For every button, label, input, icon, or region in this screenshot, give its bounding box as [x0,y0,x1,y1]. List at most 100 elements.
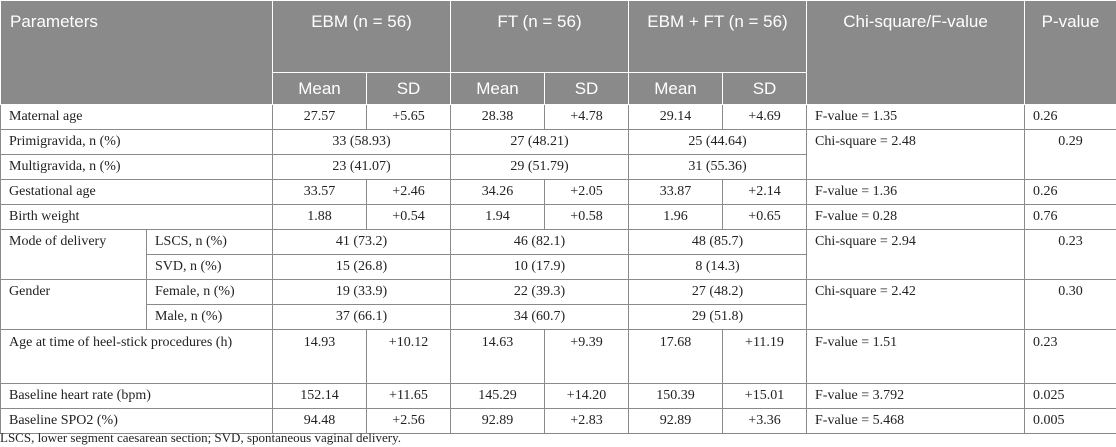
cell-value: 46 (82.1) [450,229,629,255]
cell-value: 48 (85.7) [628,229,807,255]
cell-statistic: F-value = 5.468 [806,408,1025,434]
row-label: Baseline heart rate (bpm) [0,383,273,409]
cell-value: +14.20 [544,383,629,409]
cell-value: 31 (55.36) [628,154,807,180]
table-row: Gestational age 33.57 +2.46 34.26 +2.05 … [0,179,1116,205]
cell-value: 25 (44.64) [628,129,807,155]
header-p-value: P-value [1024,0,1116,105]
table-row: SVD, n (%) 15 (26.8) 10 (17.9) 8 (14.3) [1,254,1116,280]
cell-p-value: 0.23 [1024,229,1116,280]
cell-value: +9.39 [544,329,629,384]
row-label: Mode of delivery [0,229,147,280]
table-row: Gender Female, n (%) 19 (33.9) 22 (39.3)… [0,279,1116,330]
cell-value: 8 (14.3) [628,254,807,280]
cell-value: +2.56 [366,408,451,434]
cell-p-value: 0.26 [1024,104,1116,130]
cell-value: 37 (66.1) [272,304,451,330]
cell-value: +5.65 [366,104,451,130]
table-row: Age at time of heel-stick procedures (h)… [0,329,1116,384]
cell-statistic: F-value = 0.28 [806,204,1025,230]
header-ft: FT (n = 56) [450,0,629,73]
cell-value: 29.14 [628,104,723,130]
table-footnote: LSCS, lower segment caesarean section; S… [0,430,401,445]
cell-value: +2.14 [722,179,807,205]
header-mean: Mean [272,72,367,105]
cell-statistic: F-value = 3.792 [806,383,1025,409]
header-ebm: EBM (n = 56) [272,0,451,73]
cell-value: +4.69 [722,104,807,130]
cell-value: 17.68 [628,329,723,384]
table-row: Mode of delivery LSCS, n (%) 41 (73.2) 4… [0,229,1116,280]
cell-p-value: 0.29 [1024,129,1116,180]
row-label: Gender [0,279,147,330]
cell-value: 33 (58.93) [272,129,451,155]
cell-value: +15.01 [722,383,807,409]
table-row: Baseline heart rate (bpm) 152.14 +11.65 … [0,383,1116,409]
cell-value: 1.88 [272,204,367,230]
row-sublabel: Female, n (%) [146,279,273,305]
cell-value: 19 (33.9) [272,279,451,305]
cell-statistic: F-value = 1.35 [806,104,1025,130]
cell-value: 27 (48.21) [450,129,629,155]
table-row: Primigravida, n (%) 33 (58.93) 27 (48.21… [0,129,1116,180]
header-mean: Mean [450,72,545,105]
row-sublabel: LSCS, n (%) [146,229,273,255]
table-row: Birth weight 1.88 +0.54 1.94 +0.58 1.96 … [0,204,1116,230]
header-ebm-ft: EBM + FT (n = 56) [628,0,807,73]
cell-value: 92.89 [628,408,723,434]
row-label: Multigravida, n (%) [0,154,273,180]
cell-p-value: 0.26 [1024,179,1116,205]
table-row: Male, n (%) 37 (66.1) 34 (60.7) 29 (51.8… [1,304,1116,330]
header-mean: Mean [628,72,723,105]
cell-value: 150.39 [628,383,723,409]
cell-value: 152.14 [272,383,367,409]
cell-statistic: F-value = 1.51 [806,329,1025,384]
cell-value: +2.46 [366,179,451,205]
header-parameters: Parameters [0,0,273,105]
cell-value: +0.65 [722,204,807,230]
cell-value: 29 (51.8) [628,304,807,330]
cell-value: +0.58 [544,204,629,230]
table-row: Multigravida, n (%) 23 (41.07) 29 (51.79… [0,154,1116,180]
cell-value: +2.83 [544,408,629,434]
cell-value: 23 (41.07) [272,154,451,180]
cell-value: 92.89 [450,408,545,434]
cell-value: 27.57 [272,104,367,130]
row-label: Baseline SPO2 (%) [0,408,273,434]
cell-value: +11.65 [366,383,451,409]
cell-value: +4.78 [544,104,629,130]
table-row: Maternal age 27.57 +5.65 28.38 +4.78 29.… [0,104,1116,130]
cell-value: 29 (51.79) [450,154,629,180]
cell-value: 28.38 [450,104,545,130]
cell-p-value: 0.005 [1024,408,1116,434]
cell-p-value: 0.76 [1024,204,1116,230]
row-label: Primigravida, n (%) [0,129,273,155]
cell-value: 94.48 [272,408,367,434]
cell-value: +2.05 [544,179,629,205]
cell-value: 1.94 [450,204,545,230]
cell-value: 34 (60.7) [450,304,629,330]
row-sublabel: Male, n (%) [146,304,273,330]
cell-value: 1.96 [628,204,723,230]
cell-statistic: F-value = 1.36 [806,179,1025,205]
row-label: Age at time of heel-stick procedures (h) [0,329,273,384]
cell-value: 27 (48.2) [628,279,807,305]
cell-value: 33.57 [272,179,367,205]
cell-value: 10 (17.9) [450,254,629,280]
cell-statistic: Chi-square = 2.42 [806,279,1025,330]
cell-value: 34.26 [450,179,545,205]
cell-value: 145.29 [450,383,545,409]
row-label: Birth weight [0,204,273,230]
cell-value: 22 (39.3) [450,279,629,305]
cell-p-value: 0.23 [1024,329,1116,384]
row-label: Gestational age [0,179,273,205]
cell-value: 14.93 [272,329,367,384]
header-chi-f: Chi-square/F-value [806,0,1025,105]
cell-value: +3.36 [722,408,807,434]
cell-value: +10.12 [366,329,451,384]
header-sd: SD [366,72,451,105]
row-sublabel: SVD, n (%) [146,254,273,280]
baseline-characteristics-table: Parameters EBM (n = 56) FT (n = 56) EBM … [0,0,1116,434]
header-sd: SD [544,72,629,105]
cell-p-value: 0.025 [1024,383,1116,409]
